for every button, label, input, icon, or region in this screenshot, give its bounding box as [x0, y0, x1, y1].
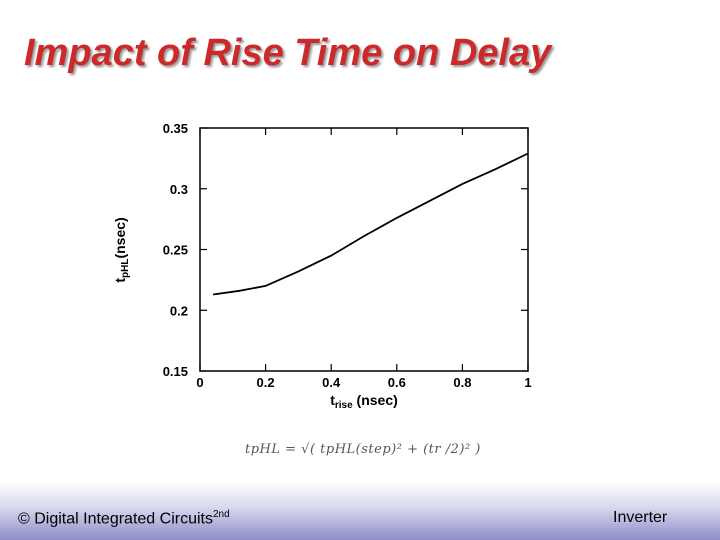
footer-section: Inverter: [613, 509, 668, 526]
formula-box: tpHL = √( tpHL(step)² + (tr /2)² ): [225, 430, 480, 490]
footer-band: [0, 482, 720, 540]
x-tick-label: 0: [196, 375, 203, 390]
rise-time-delay-chart: 0.15 0.2 0.25 0.3 0.35 0 0.2 0.4 0.6 0.8 1 trise …: [112, 121, 532, 411]
plot-frame: [199, 127, 529, 372]
y-tick-label: 0.35: [163, 121, 188, 136]
y-axis-label: tpHL(nsec): [112, 217, 131, 282]
delay-series-line: [212, 152, 529, 296]
footer-copyright-text: © Digital Integrated Circuits: [18, 510, 213, 528]
y-tick-label: 0.2: [170, 303, 188, 318]
slide-title: Impact of Rise Time on Delay: [24, 32, 552, 74]
footer-copyright: © Digital Integrated Circuits2nd: [18, 509, 230, 528]
y-tick-label: 0.25: [163, 243, 188, 258]
y-axis-label-sub: pHL: [120, 259, 131, 278]
y-tick-label: 0.3: [170, 182, 188, 197]
x-tick-label: 0.6: [388, 375, 406, 390]
x-axis-label-main: t: [330, 392, 335, 408]
x-axis-label-sub: rise: [335, 400, 353, 411]
x-tick-label: 0.2: [257, 375, 275, 390]
x-tick-label: 0.4: [322, 375, 341, 390]
x-axis-label: trise (nsec): [330, 392, 398, 411]
y-tick-label: 0.15: [163, 364, 188, 379]
x-tick-label: 1: [524, 375, 531, 390]
footer-edition: 2nd: [212, 509, 230, 520]
delay-formula: tpHL = √( tpHL(step)² + (tr /2)² ): [245, 442, 481, 457]
y-axis-label-unit: (nsec): [112, 217, 128, 258]
x-tick-label: 0.8: [453, 375, 471, 390]
y-axis-label-main: t: [112, 278, 128, 283]
x-axis-label-unit: (nsec): [353, 392, 398, 408]
